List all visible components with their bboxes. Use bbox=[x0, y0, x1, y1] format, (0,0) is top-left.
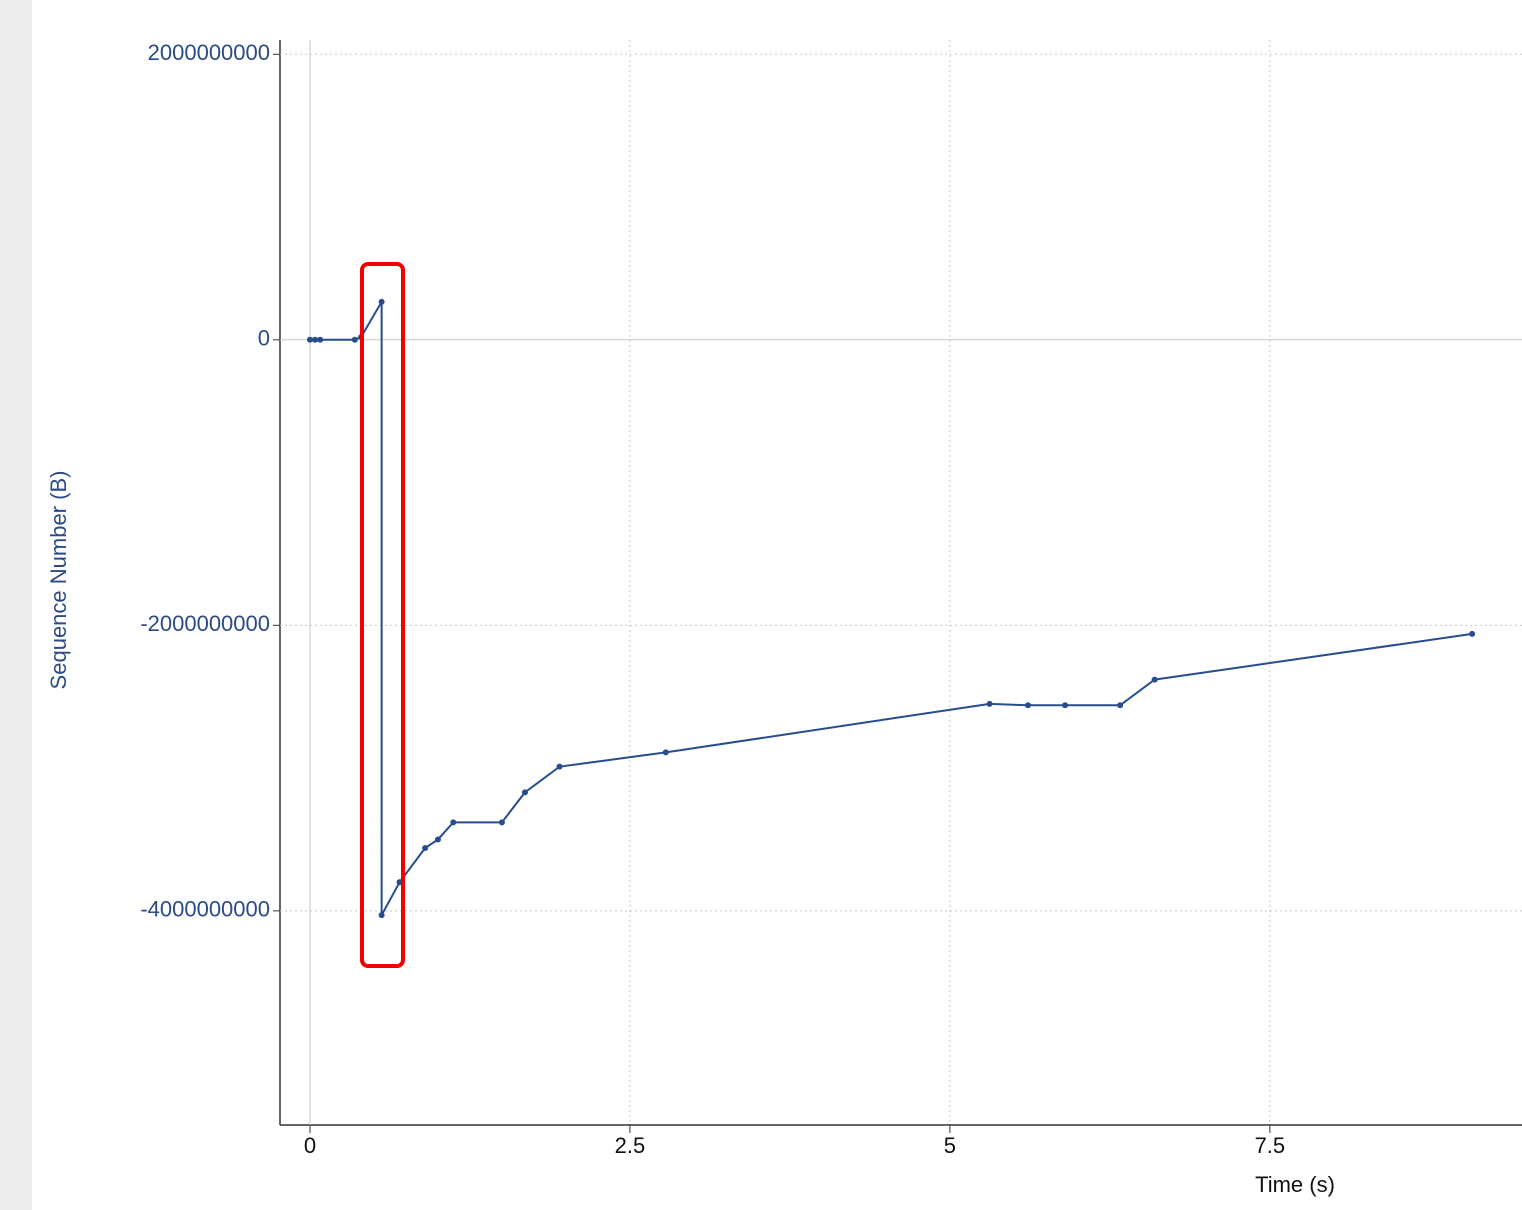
y-tick-label: 0 bbox=[258, 326, 270, 351]
sidebar bbox=[0, 0, 32, 1210]
data-point bbox=[662, 749, 669, 756]
x-tick-label: 7.5 bbox=[1255, 1133, 1286, 1158]
y-tick-label: -2000000000 bbox=[140, 611, 270, 636]
series-line bbox=[309, 298, 1473, 916]
data-point bbox=[521, 789, 528, 796]
data-point bbox=[1024, 702, 1031, 709]
data-point bbox=[986, 700, 993, 707]
x-tick-label: 5 bbox=[944, 1133, 956, 1158]
data-point bbox=[378, 298, 385, 305]
y-axis-label: Sequence Number (B) bbox=[46, 471, 71, 690]
data-point bbox=[1062, 702, 1069, 709]
data-point bbox=[1151, 676, 1158, 683]
data-point bbox=[378, 912, 385, 919]
x-tick-label: 2.5 bbox=[615, 1133, 646, 1158]
data-point bbox=[306, 336, 313, 343]
x-tick-label: 0 bbox=[304, 1133, 316, 1158]
data-point bbox=[1117, 702, 1124, 709]
data-point bbox=[434, 836, 441, 843]
y-tick-label: -4000000000 bbox=[140, 897, 270, 922]
highlight-box bbox=[360, 262, 405, 968]
data-point bbox=[422, 845, 429, 852]
x-axis-label: Time (s) bbox=[1255, 1172, 1335, 1197]
data-point bbox=[450, 819, 457, 826]
y-tick-label: 2000000000 bbox=[148, 40, 270, 65]
data-point bbox=[312, 336, 319, 343]
data-point bbox=[317, 336, 324, 343]
data-point bbox=[351, 336, 358, 343]
data-point bbox=[1469, 630, 1476, 637]
data-point bbox=[498, 819, 505, 826]
data-point bbox=[556, 763, 563, 770]
